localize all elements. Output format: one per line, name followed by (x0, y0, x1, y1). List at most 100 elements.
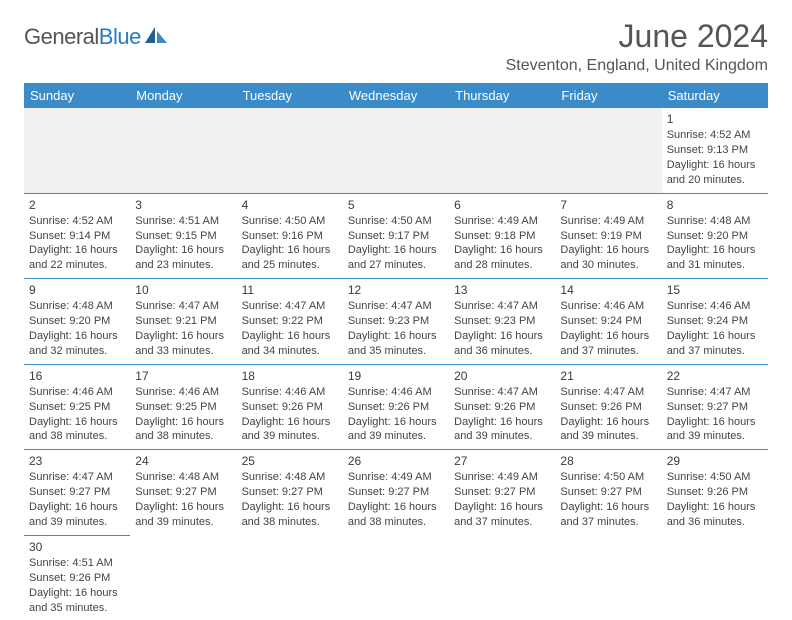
day-number: 30 (29, 539, 125, 555)
sunset-line: Sunset: 9:23 PM (348, 314, 444, 329)
sunset-line: Sunset: 9:20 PM (667, 229, 763, 244)
calendar-head: SundayMondayTuesdayWednesdayThursdayFrid… (24, 83, 768, 108)
calendar-cell (130, 535, 236, 620)
daylight-line: and 32 minutes. (29, 344, 125, 359)
daylight-line: Daylight: 16 hours (135, 500, 231, 515)
sunrise-line: Sunrise: 4:46 AM (242, 385, 338, 400)
sunrise-line: Sunrise: 4:50 AM (560, 470, 656, 485)
calendar-cell: 15Sunrise: 4:46 AMSunset: 9:24 PMDayligh… (662, 279, 768, 365)
sunrise-line: Sunrise: 4:47 AM (454, 385, 550, 400)
sunset-line: Sunset: 9:27 PM (242, 485, 338, 500)
sunset-line: Sunset: 9:17 PM (348, 229, 444, 244)
daylight-line: and 38 minutes. (29, 429, 125, 444)
daylight-line: Daylight: 16 hours (348, 415, 444, 430)
sunrise-line: Sunrise: 4:50 AM (348, 214, 444, 229)
daylight-line: and 36 minutes. (454, 344, 550, 359)
calendar-row: 1Sunrise: 4:52 AMSunset: 9:13 PMDaylight… (24, 108, 768, 193)
daylight-line: Daylight: 16 hours (454, 500, 550, 515)
calendar-cell (24, 108, 130, 193)
day-header: Monday (130, 83, 236, 108)
day-header: Saturday (662, 83, 768, 108)
daylight-line: and 31 minutes. (667, 258, 763, 273)
calendar-cell (662, 535, 768, 620)
daylight-line: and 20 minutes. (667, 173, 763, 188)
daylight-line: Daylight: 16 hours (135, 329, 231, 344)
daylight-line: Daylight: 16 hours (667, 329, 763, 344)
day-number: 8 (667, 197, 763, 213)
daylight-line: and 28 minutes. (454, 258, 550, 273)
day-number: 15 (667, 282, 763, 298)
sunset-line: Sunset: 9:26 PM (29, 571, 125, 586)
calendar-cell: 26Sunrise: 4:49 AMSunset: 9:27 PMDayligh… (343, 450, 449, 536)
sunset-line: Sunset: 9:20 PM (29, 314, 125, 329)
calendar-cell (343, 535, 449, 620)
daylight-line: Daylight: 16 hours (29, 500, 125, 515)
calendar-cell: 6Sunrise: 4:49 AMSunset: 9:18 PMDaylight… (449, 193, 555, 279)
sunrise-line: Sunrise: 4:52 AM (29, 214, 125, 229)
sunset-line: Sunset: 9:26 PM (667, 485, 763, 500)
day-number: 26 (348, 453, 444, 469)
daylight-line: Daylight: 16 hours (667, 415, 763, 430)
calendar-cell: 20Sunrise: 4:47 AMSunset: 9:26 PMDayligh… (449, 364, 555, 450)
daylight-line: and 27 minutes. (348, 258, 444, 273)
day-number: 23 (29, 453, 125, 469)
sunrise-line: Sunrise: 4:47 AM (667, 385, 763, 400)
daylight-line: and 37 minutes. (454, 515, 550, 530)
sunrise-line: Sunrise: 4:49 AM (348, 470, 444, 485)
daylight-line: and 39 minutes. (560, 429, 656, 444)
month-title: June 2024 (506, 18, 768, 55)
day-number: 9 (29, 282, 125, 298)
calendar-cell: 28Sunrise: 4:50 AMSunset: 9:27 PMDayligh… (555, 450, 661, 536)
day-number: 18 (242, 368, 338, 384)
sunrise-line: Sunrise: 4:50 AM (242, 214, 338, 229)
day-header: Tuesday (237, 83, 343, 108)
calendar-cell: 22Sunrise: 4:47 AMSunset: 9:27 PMDayligh… (662, 364, 768, 450)
day-header: Friday (555, 83, 661, 108)
calendar-row: 9Sunrise: 4:48 AMSunset: 9:20 PMDaylight… (24, 279, 768, 365)
calendar-cell: 7Sunrise: 4:49 AMSunset: 9:19 PMDaylight… (555, 193, 661, 279)
daylight-line: and 22 minutes. (29, 258, 125, 273)
sunrise-line: Sunrise: 4:46 AM (348, 385, 444, 400)
title-block: June 2024 Steventon, England, United Kin… (506, 18, 768, 75)
brand-name: GeneralBlue (24, 24, 141, 50)
daylight-line: Daylight: 16 hours (348, 243, 444, 258)
daylight-line: and 39 minutes. (454, 429, 550, 444)
sunset-line: Sunset: 9:27 PM (135, 485, 231, 500)
day-number: 19 (348, 368, 444, 384)
day-number: 1 (667, 111, 763, 127)
sunset-line: Sunset: 9:26 PM (560, 400, 656, 415)
daylight-line: Daylight: 16 hours (454, 243, 550, 258)
day-number: 21 (560, 368, 656, 384)
daylight-line: and 38 minutes. (135, 429, 231, 444)
sunset-line: Sunset: 9:15 PM (135, 229, 231, 244)
calendar-cell: 25Sunrise: 4:48 AMSunset: 9:27 PMDayligh… (237, 450, 343, 536)
calendar-cell: 12Sunrise: 4:47 AMSunset: 9:23 PMDayligh… (343, 279, 449, 365)
daylight-line: Daylight: 16 hours (454, 329, 550, 344)
calendar-cell (237, 535, 343, 620)
brand-name-part2: Blue (99, 24, 141, 49)
calendar-cell: 3Sunrise: 4:51 AMSunset: 9:15 PMDaylight… (130, 193, 236, 279)
sunrise-line: Sunrise: 4:49 AM (560, 214, 656, 229)
sunset-line: Sunset: 9:19 PM (560, 229, 656, 244)
sunset-line: Sunset: 9:27 PM (560, 485, 656, 500)
sunset-line: Sunset: 9:24 PM (667, 314, 763, 329)
sunrise-line: Sunrise: 4:47 AM (135, 299, 231, 314)
daylight-line: and 39 minutes. (29, 515, 125, 530)
calendar-row: 30Sunrise: 4:51 AMSunset: 9:26 PMDayligh… (24, 535, 768, 620)
day-header: Thursday (449, 83, 555, 108)
calendar-cell (237, 108, 343, 193)
sunset-line: Sunset: 9:25 PM (135, 400, 231, 415)
sunset-line: Sunset: 9:27 PM (454, 485, 550, 500)
calendar-cell: 1Sunrise: 4:52 AMSunset: 9:13 PMDaylight… (662, 108, 768, 193)
calendar-cell: 10Sunrise: 4:47 AMSunset: 9:21 PMDayligh… (130, 279, 236, 365)
calendar-cell: 17Sunrise: 4:46 AMSunset: 9:25 PMDayligh… (130, 364, 236, 450)
daylight-line: and 35 minutes. (29, 601, 125, 616)
calendar-cell: 14Sunrise: 4:46 AMSunset: 9:24 PMDayligh… (555, 279, 661, 365)
calendar-row: 16Sunrise: 4:46 AMSunset: 9:25 PMDayligh… (24, 364, 768, 450)
daylight-line: Daylight: 16 hours (29, 586, 125, 601)
day-number: 10 (135, 282, 231, 298)
day-number: 14 (560, 282, 656, 298)
day-number: 28 (560, 453, 656, 469)
calendar-cell: 5Sunrise: 4:50 AMSunset: 9:17 PMDaylight… (343, 193, 449, 279)
sunrise-line: Sunrise: 4:51 AM (29, 556, 125, 571)
